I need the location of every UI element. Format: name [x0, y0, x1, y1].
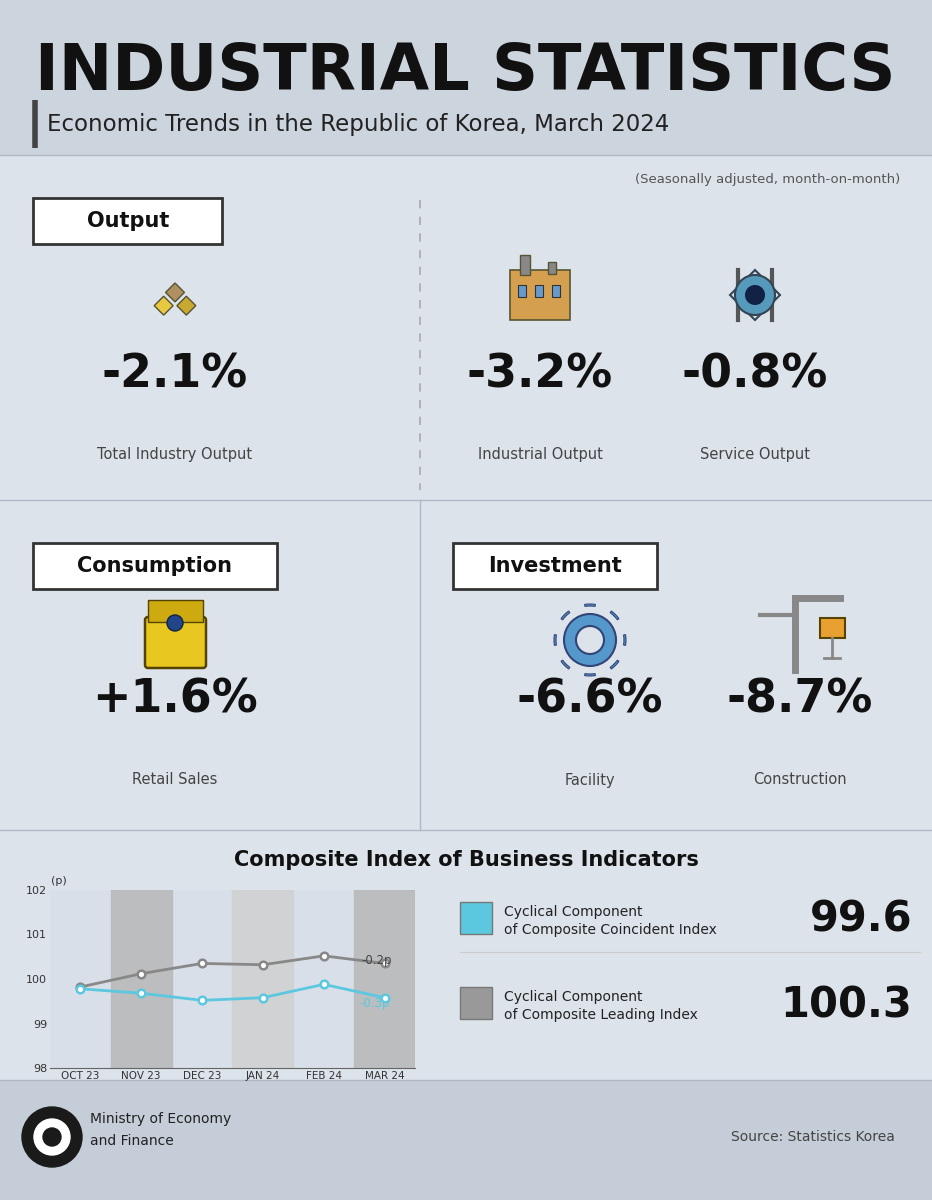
Text: Industrial Output: Industrial Output: [477, 448, 602, 462]
Circle shape: [43, 1128, 61, 1146]
FancyBboxPatch shape: [460, 902, 492, 934]
Text: Cyclical Component: Cyclical Component: [504, 990, 642, 1004]
FancyBboxPatch shape: [518, 284, 526, 296]
FancyBboxPatch shape: [552, 284, 560, 296]
Polygon shape: [584, 673, 596, 676]
Text: Service Output: Service Output: [700, 448, 810, 462]
FancyBboxPatch shape: [0, 1080, 932, 1200]
FancyBboxPatch shape: [520, 254, 530, 275]
FancyBboxPatch shape: [33, 198, 222, 244]
Bar: [354, 890, 415, 1068]
Polygon shape: [177, 296, 196, 316]
Polygon shape: [624, 635, 626, 646]
Text: -0.3p: -0.3p: [359, 997, 390, 1010]
Text: of Composite Leading Index: of Composite Leading Index: [504, 1008, 698, 1022]
Text: Total Industry Output: Total Industry Output: [98, 448, 253, 462]
Text: -0.8%: -0.8%: [682, 353, 829, 397]
Text: Construction: Construction: [753, 773, 847, 787]
Text: 99.6: 99.6: [809, 899, 912, 941]
Polygon shape: [166, 283, 185, 302]
FancyBboxPatch shape: [0, 155, 932, 1080]
FancyBboxPatch shape: [145, 617, 206, 668]
Text: (p): (p): [51, 876, 67, 887]
Text: 100.3: 100.3: [780, 984, 912, 1026]
Bar: [111, 890, 171, 1068]
Circle shape: [167, 614, 183, 631]
Text: Composite Index of Business Indicators: Composite Index of Business Indicators: [234, 850, 698, 870]
Circle shape: [576, 626, 604, 654]
FancyBboxPatch shape: [548, 262, 556, 274]
Circle shape: [564, 614, 616, 666]
Polygon shape: [561, 660, 569, 668]
Polygon shape: [610, 660, 619, 668]
Text: -3.2%: -3.2%: [467, 353, 613, 397]
Text: Economic Trends in the Republic of Korea, March 2024: Economic Trends in the Republic of Korea…: [47, 113, 669, 136]
Text: Source: Statistics Korea: Source: Statistics Korea: [731, 1130, 895, 1144]
FancyBboxPatch shape: [460, 986, 492, 1019]
Circle shape: [22, 1106, 82, 1166]
FancyBboxPatch shape: [148, 600, 203, 622]
FancyBboxPatch shape: [33, 542, 277, 589]
FancyBboxPatch shape: [820, 618, 845, 638]
FancyBboxPatch shape: [510, 270, 570, 320]
Text: -6.6%: -6.6%: [516, 678, 664, 722]
Text: Consumption: Consumption: [77, 556, 232, 576]
Polygon shape: [610, 611, 619, 620]
Text: INDUSTRIAL STATISTICS: INDUSTRIAL STATISTICS: [35, 41, 896, 103]
Text: Output: Output: [87, 211, 170, 230]
Text: (Seasonally adjusted, month-on-month): (Seasonally adjusted, month-on-month): [635, 174, 900, 186]
Circle shape: [745, 284, 765, 305]
Text: Investment: Investment: [488, 556, 622, 576]
Text: +1.6%: +1.6%: [92, 678, 258, 722]
Polygon shape: [584, 604, 596, 606]
Text: of Composite Coincident Index: of Composite Coincident Index: [504, 923, 717, 937]
Polygon shape: [554, 635, 556, 646]
Polygon shape: [561, 611, 569, 620]
FancyBboxPatch shape: [535, 284, 543, 296]
FancyBboxPatch shape: [453, 542, 657, 589]
Text: Retail Sales: Retail Sales: [132, 773, 218, 787]
Text: -0.2p: -0.2p: [362, 954, 392, 967]
Bar: [232, 890, 294, 1068]
Text: Ministry of Economy
and Finance: Ministry of Economy and Finance: [90, 1111, 231, 1148]
Text: Facility: Facility: [565, 773, 615, 787]
Circle shape: [34, 1118, 70, 1154]
Circle shape: [735, 275, 775, 314]
FancyBboxPatch shape: [0, 0, 932, 155]
Text: -2.1%: -2.1%: [102, 353, 248, 397]
Text: -8.7%: -8.7%: [727, 678, 873, 722]
Text: Cyclical Component: Cyclical Component: [504, 905, 642, 919]
Polygon shape: [154, 296, 173, 316]
